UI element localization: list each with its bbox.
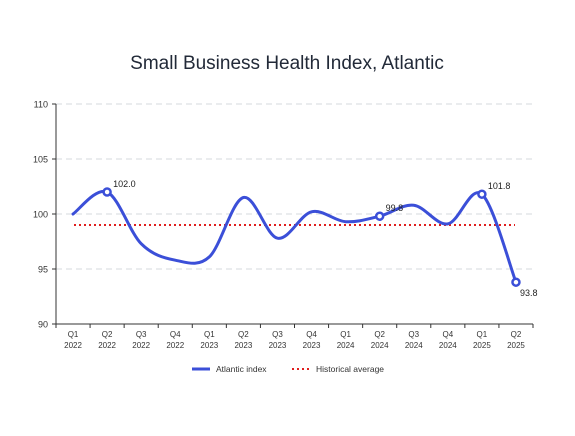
x-tick-label: Q2 [511,330,522,339]
y-tick-label: 105 [33,155,48,165]
y-tick-label: 95 [38,265,48,275]
x-tick-label: 2025 [473,341,491,350]
data-label: 101.8 [488,181,511,191]
data-point-marker [102,187,112,197]
x-tick-label: Q3 [408,330,419,339]
x-tick-label: Q1 [340,330,351,339]
legend-label: Historical average [316,364,384,374]
axes: 90 95 100 105 110 Q1 2022 Q2 2022 Q3 2022 Q4 2022 Q1 2… [33,100,534,350]
chart-title: Small Business Health Index, Atlantic [130,53,444,74]
x-tick-label: 2022 [166,341,184,350]
data-point-marker [477,189,487,199]
x-tick-label: Q4 [306,330,317,339]
x-tick-label: Q2 [238,330,249,339]
x-tick-label: Q2 [374,330,385,339]
x-tick-label: Q3 [272,330,283,339]
x-tick-label: 2024 [405,341,423,350]
y-tick-label: 100 [33,210,48,220]
x-tick-label: Q4 [170,330,181,339]
x-tick-label: 2022 [132,341,150,350]
x-tick-label: 2023 [303,341,321,350]
legend-label: Atlantic index [216,364,267,374]
data-label: 93.8 [520,288,538,298]
data-label: 102.0 [113,179,136,189]
data-label: 99.8 [386,203,404,213]
x-tick-label: 2023 [200,341,218,350]
x-tick-label: 2023 [234,341,252,350]
x-tick-label: Q1 [68,330,79,339]
legend: Atlantic index Historical average [192,364,384,374]
x-tick-label: 2025 [507,341,525,350]
y-tick-label: 110 [34,100,48,110]
x-tick-label: 2022 [98,341,116,350]
point-markers [102,187,521,287]
x-tick-label: Q3 [136,330,147,339]
x-tick-label: 2022 [64,341,82,350]
x-tick-label: 2024 [439,341,457,350]
x-tick-label: Q1 [204,330,215,339]
atlantic-index-line [71,189,518,284]
x-tick-label: 2024 [371,341,389,350]
data-point-marker [511,277,521,287]
y-tick-label: 90 [38,320,48,330]
x-tick-label: Q4 [442,330,453,339]
x-tick-label: 2023 [269,341,287,350]
data-point-marker [374,211,385,221]
series-lines [71,189,518,284]
data-labels: 102.0 99.8 101.8 93.8 [113,179,537,298]
x-tick-label: Q2 [102,330,113,339]
x-tick-label: Q1 [477,330,488,339]
x-tick-label: 2024 [337,341,355,350]
